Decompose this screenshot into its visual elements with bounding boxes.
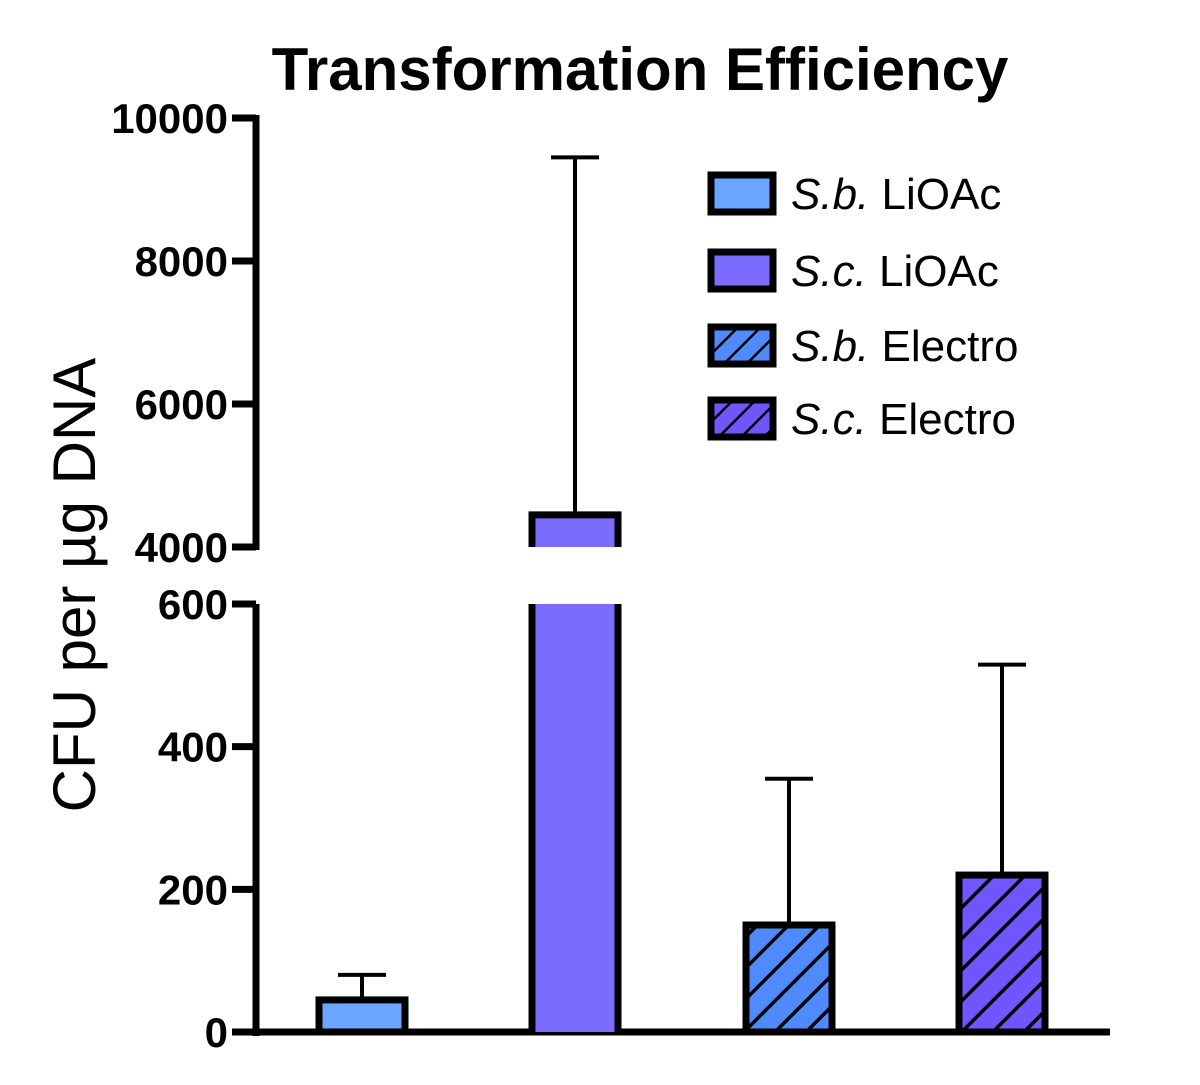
legend-label: S.c. LiOAc	[791, 247, 999, 296]
error-bars	[338, 155, 1026, 1000]
y-tick-label: 6000	[135, 381, 228, 428]
y-tick-label: 8000	[135, 238, 228, 285]
y-tick-label: 600	[158, 581, 228, 628]
y-tick-label: 4000	[135, 524, 228, 571]
legend-swatch	[707, 323, 777, 368]
legend-swatch	[707, 171, 777, 216]
y-tick-label: 0	[205, 1009, 228, 1056]
bar	[742, 921, 836, 1036]
y-axis-label: CFU per µg DNA	[41, 358, 108, 813]
legend: S.b. LiOAc S.c. LiOAc S.b. Electro S.c. Ele…	[707, 170, 1018, 444]
y-tick-label: 400	[158, 724, 228, 771]
legend-label: S.c. Electro	[791, 395, 1016, 444]
legend-label: S.b. Electro	[791, 322, 1018, 371]
y-tick-label: 10000	[111, 95, 228, 142]
bars	[315, 511, 1049, 1036]
y-ticks: 0 200 400 600 4000 6000 8000 10000	[111, 95, 256, 1056]
legend-swatch	[707, 396, 777, 441]
legend-label: S.b. LiOAc	[791, 170, 1001, 219]
bar	[315, 996, 409, 1036]
bar-upper-segment	[532, 514, 618, 547]
legend-swatch	[707, 248, 777, 293]
bar-lower-segment	[532, 604, 618, 1032]
y-tick-label: 200	[158, 866, 228, 913]
bar	[955, 871, 1049, 1036]
chart-title: Transformation Efficiency	[272, 36, 1009, 103]
